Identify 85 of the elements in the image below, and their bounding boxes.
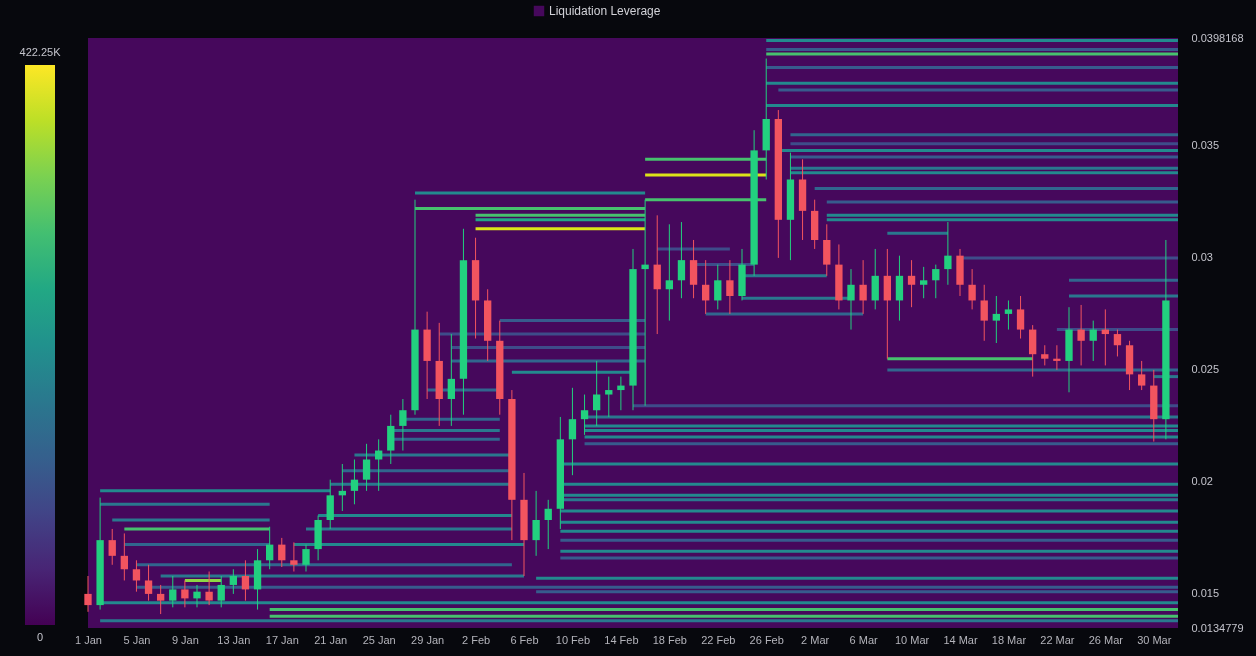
candlestick [229,568,237,595]
color-bar-label: 422.25K [19,46,61,59]
x-tick-label: 29 Jan [411,633,445,646]
candlestick [1138,360,1146,391]
candlestick [157,584,165,615]
candlestick [350,459,359,505]
candlestick [665,223,673,322]
candlestick [1089,320,1097,362]
y-tick-label: 0.0134779 [1191,621,1244,634]
x-tick-label: 26 Feb [749,633,784,646]
candlestick [593,360,601,427]
candlestick [568,387,577,476]
x-tick-label: 10 Feb [555,633,591,646]
x-tick-label: 10 Mar [894,633,930,646]
candlestick [120,532,128,581]
x-tick-label: 30 Mar [1137,633,1172,646]
candlestick [968,268,976,310]
candlestick [532,490,540,557]
x-tick-label: 1 Jan [75,633,102,646]
candlestick [217,575,225,608]
candlestick [847,268,855,331]
candlestick [932,264,940,299]
candlestick [302,544,310,572]
x-tick-label: 6 Mar [849,633,878,646]
candlestick [447,333,455,427]
candlestick [1041,344,1049,366]
x-tick-label: 17 Jan [265,633,299,646]
candlestick [375,438,383,492]
x-tick-label: 25 Jan [362,633,396,646]
candlestick [944,221,952,286]
candlestick [241,559,250,602]
candlestick [205,571,213,606]
x-tick-label: 2 Mar [801,633,830,646]
x-tick-label: 26 Mar [1088,633,1124,646]
x-tick-label: 14 Feb [604,633,639,646]
legend-label: Liquidation Leverage [549,4,661,18]
candlestick [726,259,734,315]
candlestick [992,295,1000,344]
candlestick [169,575,177,608]
candlestick [605,376,613,418]
candlestick [266,526,274,570]
y-tick-label: 0.0398168 [1191,31,1244,44]
candlestick [1113,329,1122,357]
candlestick [1053,344,1061,371]
candlestick [84,575,92,613]
candlestick [362,443,371,492]
candlestick [193,584,201,608]
candlestick [641,199,649,407]
y-tick-label: 0.015 [1191,587,1220,600]
x-tick-label: 9 Jan [171,633,199,646]
candlestick [702,259,710,315]
candlestick [290,541,298,572]
candlestick [1077,304,1085,366]
x-tick-label: 22 Mar [1040,633,1075,646]
candlestick [859,259,867,315]
y-tick-label: 0.02 [1191,475,1213,488]
x-tick-label: 13 Jan [217,633,251,646]
x-tick-label: 18 Mar [991,633,1027,646]
candlestick [580,394,589,436]
x-tick-label: 14 Mar [943,633,978,646]
x-tick-label: 5 Jan [123,633,151,646]
candlestick [144,564,153,602]
y-tick-label: 0.035 [1191,139,1220,152]
candlestick [617,376,625,411]
candlestick [399,398,407,452]
y-tick-label: 0.03 [1191,251,1213,264]
candlestick [1016,295,1025,340]
candlestick [980,284,988,342]
candlestick [278,537,286,568]
color-bar-label: 0 [36,631,44,644]
candlestick [1004,299,1013,331]
candlestick [677,221,686,299]
candlestick [714,264,722,310]
candlestick [132,559,141,593]
candlestick [920,266,928,299]
x-tick-label: 2 Feb [461,633,491,646]
candlestick [108,528,116,566]
candlestick [907,259,916,308]
x-tick-label: 18 Feb [652,633,687,646]
x-tick-label: 6 Feb [510,633,539,646]
x-tick-label: 21 Jan [314,633,348,646]
candlestick [181,579,189,608]
candlestick [544,499,552,550]
y-tick-label: 0.025 [1191,363,1220,376]
x-tick-label: 22 Feb [701,633,736,646]
